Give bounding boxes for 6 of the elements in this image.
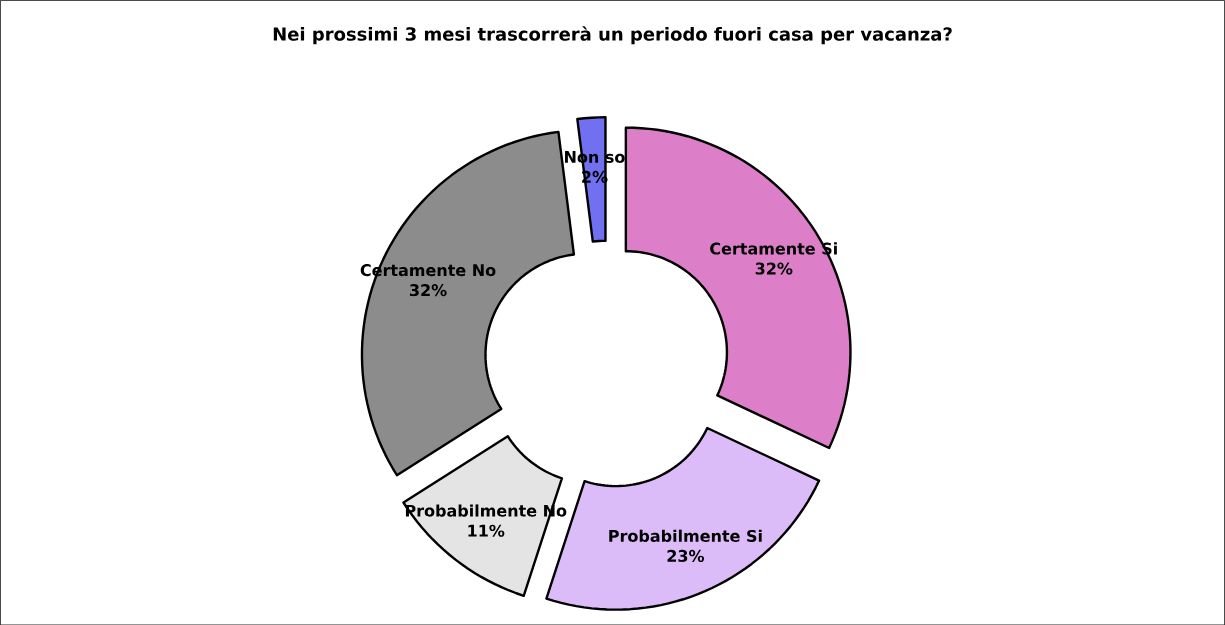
data-label: 32% [755, 262, 793, 275]
data-label: 23% [667, 549, 705, 562]
data-label: 32% [409, 283, 447, 297]
chart-title: Nei prossimi 3 mesi trascorrerà un periodo fuori casa per vacanza? [273, 25, 952, 45]
slice-label: Probabilmente Si [609, 529, 762, 542]
data-label: 11% [468, 524, 505, 537]
